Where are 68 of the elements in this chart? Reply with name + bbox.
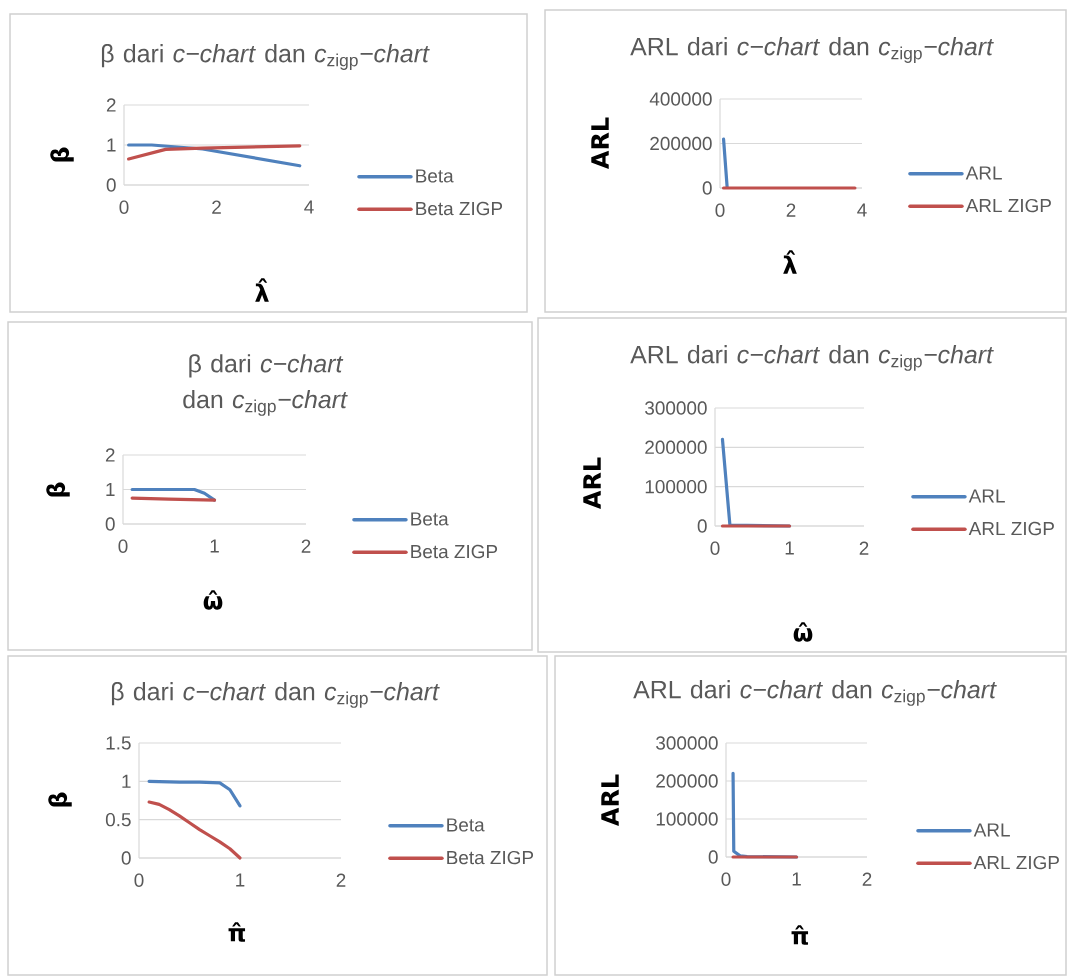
chart-title: ARL dari c−chart dan c$_{zigp}$−chart	[630, 37, 994, 63]
legend-label: Beta ZIGP	[416, 201, 503, 216]
y-tick-label: 1	[106, 482, 115, 496]
x-axis-title: λ̂	[255, 278, 269, 302]
y-axis-title: ARL	[591, 117, 609, 169]
x-tick-label: 0	[721, 872, 731, 886]
y-tick-label: 1	[122, 774, 131, 788]
y-tick-label: 300000	[656, 736, 718, 750]
y-tick-label: 0	[702, 181, 712, 195]
y-tick-label: 0	[697, 519, 707, 533]
y-axis-title: β	[48, 792, 72, 807]
y-axis-title: β	[50, 147, 74, 162]
chart-title: ARL dari c−chart dan c$_{zigp}$−chart	[633, 680, 997, 706]
x-tick-label: 2	[212, 200, 221, 214]
line-series	[127, 144, 302, 161]
legend-label: Beta	[411, 512, 449, 526]
legend-label: Beta	[447, 818, 485, 832]
y-axis-title: β	[46, 482, 70, 497]
x-axis-title: ω̂	[793, 622, 813, 642]
x-tick-label: 0	[134, 873, 144, 887]
x-tick-label: 4	[857, 203, 867, 217]
legend-label: Beta ZIGP	[447, 850, 534, 865]
y-tick-label: 200000	[650, 136, 712, 151]
y-tick-label: 300000	[645, 401, 707, 415]
x-tick-label: 1	[210, 539, 219, 553]
legend-label: ARL	[968, 489, 1005, 503]
legend-label: Beta ZIGP	[411, 544, 498, 559]
legend-label: ARL ZIGP	[973, 855, 1059, 870]
y-tick-label: 0	[708, 850, 718, 864]
y-tick-label: 2	[105, 448, 115, 462]
x-axis-title: λ̂	[783, 250, 797, 274]
x-tick-label: 2	[786, 203, 796, 217]
y-tick-label: 100000	[656, 812, 718, 826]
x-tick-label: 2	[336, 873, 346, 887]
legend-label: Beta	[416, 169, 454, 183]
chart-title: β dari c−chart dan c$_{zigp}$−chart	[183, 354, 348, 416]
chart-title: ARL dari c−chart dan c$_{zigp}$−chart	[630, 345, 994, 371]
x-tick-label: 1	[792, 872, 801, 886]
line-series	[147, 779, 242, 808]
y-axis-title: ARL	[583, 457, 601, 509]
y-tick-label: 1.5	[106, 736, 131, 750]
y-tick-label: 0.5	[105, 812, 131, 827]
x-axis-title: ω̂	[203, 590, 223, 610]
line-series	[147, 800, 242, 860]
chart-title: β dari c−chart dan c$_{zigp}$−chart	[101, 44, 430, 70]
x-tick-label: 1	[236, 873, 245, 887]
y-tick-label: 2	[106, 98, 116, 112]
x-tick-label: 2	[301, 539, 311, 553]
y-tick-label: 1	[107, 138, 116, 152]
chart-title: β dari c−chart dan c$_{zigp}$−chart	[111, 682, 440, 708]
y-tick-label: 0	[105, 517, 115, 531]
legend-label: ARL	[965, 166, 1002, 180]
y-tick-label: 0	[106, 178, 116, 192]
x-axis-title: π̂	[791, 925, 809, 945]
x-tick-label: 2	[859, 541, 869, 555]
x-tick-label: 4	[304, 200, 314, 214]
y-tick-label: 100000	[645, 479, 707, 494]
y-tick-label: 200000	[656, 774, 718, 788]
x-axis-title: π̂	[228, 922, 246, 942]
legend-label: ARL ZIGP	[968, 521, 1054, 536]
y-axis-title: ARL	[601, 774, 619, 826]
x-tick-label: 1	[785, 541, 794, 555]
y-tick-label: 200000	[645, 440, 707, 455]
y-tick-label: 400000	[649, 92, 712, 106]
y-tick-label: 0	[121, 851, 131, 865]
legend-label: ARL ZIGP	[965, 198, 1051, 213]
legend-label: ARL	[973, 823, 1010, 837]
x-tick-label: 2	[862, 872, 872, 886]
